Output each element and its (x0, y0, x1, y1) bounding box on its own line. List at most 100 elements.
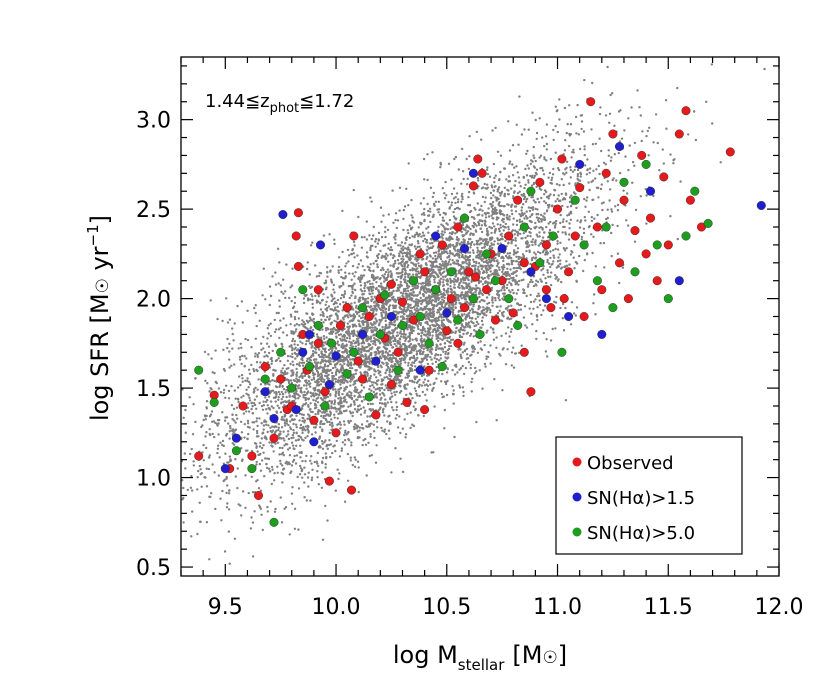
background-point (301, 342, 304, 345)
background-point (520, 193, 523, 196)
background-point (226, 337, 229, 341)
background-point (516, 171, 519, 174)
background-point (537, 220, 541, 223)
background-point (334, 449, 337, 453)
background-point (611, 223, 614, 227)
background-point (274, 283, 278, 286)
background-point (419, 223, 422, 226)
background-point (511, 174, 515, 177)
background-point (402, 329, 406, 333)
background-point (279, 411, 283, 414)
background-point (213, 471, 216, 474)
background-point (395, 405, 399, 409)
background-point (564, 139, 567, 142)
background-point (396, 286, 399, 289)
background-point (277, 328, 281, 331)
background-point (585, 173, 589, 176)
background-point (497, 216, 500, 220)
background-point (481, 214, 484, 217)
background-point (556, 279, 560, 282)
background-point (369, 196, 372, 199)
background-point (283, 439, 286, 442)
background-point (251, 412, 255, 415)
background-point (470, 215, 474, 219)
background-point (400, 332, 403, 336)
background-point (609, 188, 612, 191)
background-point (302, 393, 306, 397)
background-point (311, 350, 315, 353)
background-point (434, 298, 438, 301)
background-point (290, 284, 294, 287)
background-point (583, 197, 586, 201)
background-point (647, 154, 650, 157)
background-point (272, 450, 275, 453)
background-point (524, 324, 527, 327)
background-point (432, 251, 436, 255)
background-point (710, 63, 713, 66)
background-point (372, 423, 375, 426)
background-point (443, 192, 446, 195)
background-point (405, 235, 408, 239)
background-point (403, 306, 406, 309)
background-point (317, 464, 320, 468)
background-point (257, 352, 261, 355)
background-point (282, 317, 285, 320)
background-point (219, 441, 222, 444)
background-point (357, 490, 360, 494)
background-point (267, 324, 270, 327)
background-point (294, 391, 297, 395)
background-point (476, 351, 480, 354)
background-point (587, 226, 591, 229)
background-point (549, 250, 552, 253)
background-point (579, 175, 582, 178)
background-point (369, 347, 372, 350)
background-point (214, 421, 217, 425)
background-point (486, 186, 490, 189)
background-point (529, 215, 532, 218)
background-point (202, 443, 205, 447)
background-point (277, 390, 280, 394)
background-point (517, 351, 521, 354)
background-point (363, 268, 366, 272)
background-point (241, 380, 244, 383)
background-point (341, 441, 345, 444)
background-point (355, 325, 358, 328)
background-point (422, 239, 425, 243)
background-point (316, 462, 319, 465)
background-point (372, 225, 375, 229)
background-point (402, 290, 406, 293)
background-point (388, 437, 391, 440)
background-point (536, 318, 539, 322)
background-point (516, 191, 520, 195)
background-point (598, 172, 601, 176)
background-point (238, 358, 242, 361)
background-point (360, 290, 364, 293)
background-point (398, 332, 402, 335)
background-point (416, 240, 420, 243)
background-point (339, 333, 343, 336)
background-point (510, 304, 513, 307)
background-point (329, 322, 332, 325)
background-point (565, 131, 568, 135)
background-point (484, 196, 487, 199)
background-point (497, 251, 500, 254)
background-point (512, 276, 515, 279)
background-point (372, 430, 376, 433)
background-point (460, 291, 463, 294)
background-point (616, 224, 619, 228)
background-point (422, 414, 425, 418)
background-point (365, 425, 368, 428)
background-point (434, 360, 438, 364)
background-point (522, 278, 525, 281)
background-point (442, 350, 445, 353)
background-point (320, 352, 323, 355)
background-point (594, 177, 597, 180)
background-point (491, 129, 494, 132)
background-point (518, 220, 522, 224)
background-point (578, 147, 582, 151)
background-point (349, 341, 353, 344)
background-point (292, 371, 295, 374)
background-point (337, 390, 341, 394)
background-point (512, 346, 515, 349)
background-point (541, 236, 545, 239)
